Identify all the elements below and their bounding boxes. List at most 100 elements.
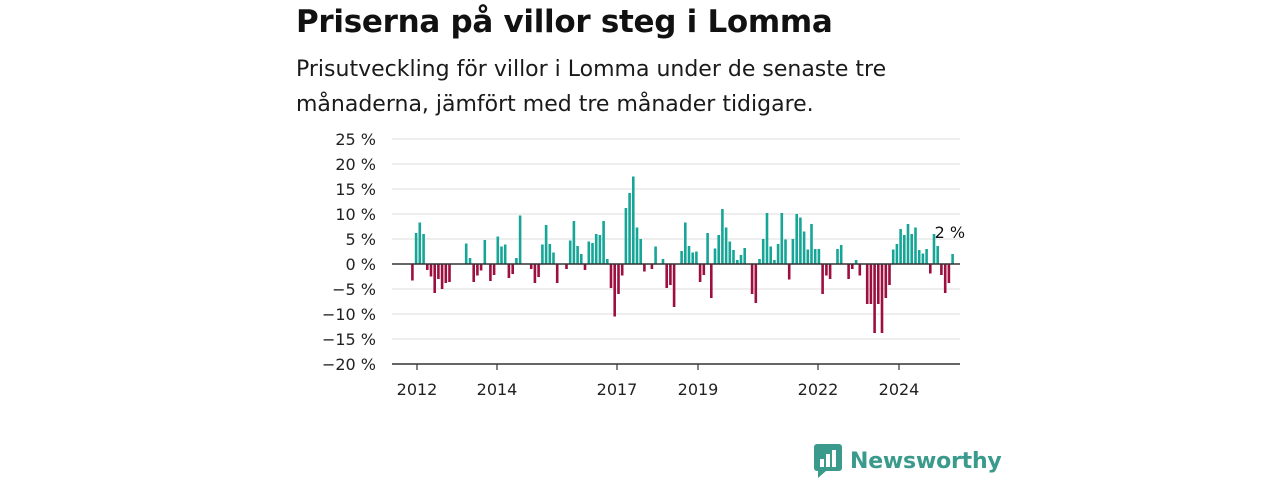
bar (802, 231, 806, 264)
bar (533, 264, 537, 283)
bar (847, 264, 850, 279)
bar (661, 259, 665, 264)
bar (698, 264, 702, 282)
bar (929, 264, 932, 274)
bar (799, 217, 802, 264)
bar (602, 221, 605, 264)
bar (825, 264, 828, 276)
bar (503, 244, 507, 264)
bar (529, 264, 533, 269)
bar (594, 234, 598, 264)
axes (392, 263, 960, 370)
bar (765, 213, 769, 264)
gridlines (392, 138, 960, 340)
bar (880, 264, 884, 333)
bar (821, 264, 824, 294)
bar (732, 250, 735, 264)
bar (476, 264, 479, 276)
bar (544, 225, 548, 264)
bar (422, 234, 425, 264)
chart-subtitle: Prisutveckling för villor i Lomma under … (296, 57, 887, 117)
bar (724, 227, 728, 264)
bar (541, 244, 544, 264)
bar (650, 264, 654, 269)
bar (936, 246, 939, 264)
y-tick-label: −10 % (322, 305, 376, 324)
bar (947, 264, 951, 283)
bar (858, 264, 862, 276)
bar (851, 264, 854, 269)
y-tick-label: 25 % (335, 130, 376, 149)
bar (787, 264, 791, 280)
bar (568, 240, 572, 264)
x-tick-label: 2014 (477, 380, 518, 399)
bar (828, 264, 832, 279)
y-tick-labels: 25 % 20 % 15 % 10 % 5 % 0 % −5 % −10 % −15 % −20 … (322, 130, 376, 374)
bar (910, 234, 913, 264)
bar (761, 239, 765, 264)
bar (854, 260, 858, 264)
bar (665, 264, 668, 288)
bar (839, 245, 843, 264)
bar (576, 246, 579, 264)
bar (515, 258, 518, 264)
x-tick-label: 2019 (678, 380, 719, 399)
bar (489, 264, 492, 281)
bar (591, 243, 594, 264)
bar (695, 251, 698, 264)
bar (865, 264, 869, 304)
bar (609, 264, 613, 288)
bar (736, 260, 739, 264)
bar (552, 252, 555, 264)
bar (780, 213, 784, 264)
bar (426, 264, 429, 270)
bar (628, 193, 631, 264)
bar (492, 264, 496, 275)
y-tick-label: −5 % (332, 280, 376, 299)
bar (784, 239, 787, 264)
bar (639, 239, 642, 264)
bar (806, 249, 810, 264)
bar (433, 264, 436, 293)
bar (580, 254, 583, 264)
bar (721, 209, 724, 264)
bar (710, 264, 713, 298)
y-tick-label: 5 % (346, 230, 376, 249)
bar (873, 264, 876, 333)
y-tick-label: 10 % (335, 205, 376, 224)
bar (903, 235, 906, 264)
bar (836, 249, 839, 264)
bar (899, 229, 902, 264)
bar (572, 221, 576, 264)
bar (472, 264, 475, 282)
bar (632, 176, 635, 264)
y-tick-label: 0 % (346, 255, 376, 274)
bar (518, 215, 522, 264)
bar (713, 248, 717, 264)
newsworthy-logo-text: Newsworthy (850, 448, 1002, 474)
bar (869, 264, 873, 304)
bar (669, 264, 672, 285)
bar (691, 252, 694, 264)
x-tick-labels: 2012 2014 2017 2019 2022 2024 (397, 380, 920, 399)
bar (895, 244, 899, 264)
bar (717, 235, 720, 264)
bar (791, 239, 795, 264)
bar (773, 260, 776, 264)
bar (624, 208, 628, 264)
y-tick-label: 15 % (335, 180, 376, 199)
bar (891, 249, 895, 264)
bar (598, 235, 602, 264)
bar (884, 264, 888, 298)
bar (951, 254, 954, 264)
bar (702, 264, 706, 275)
y-tick-label: −20 % (322, 355, 376, 374)
x-tick-label: 2012 (397, 380, 438, 399)
bar (687, 246, 691, 264)
bar (810, 224, 813, 264)
bar (932, 234, 936, 264)
bar (684, 222, 687, 264)
bar (906, 224, 910, 264)
bar (754, 264, 758, 303)
